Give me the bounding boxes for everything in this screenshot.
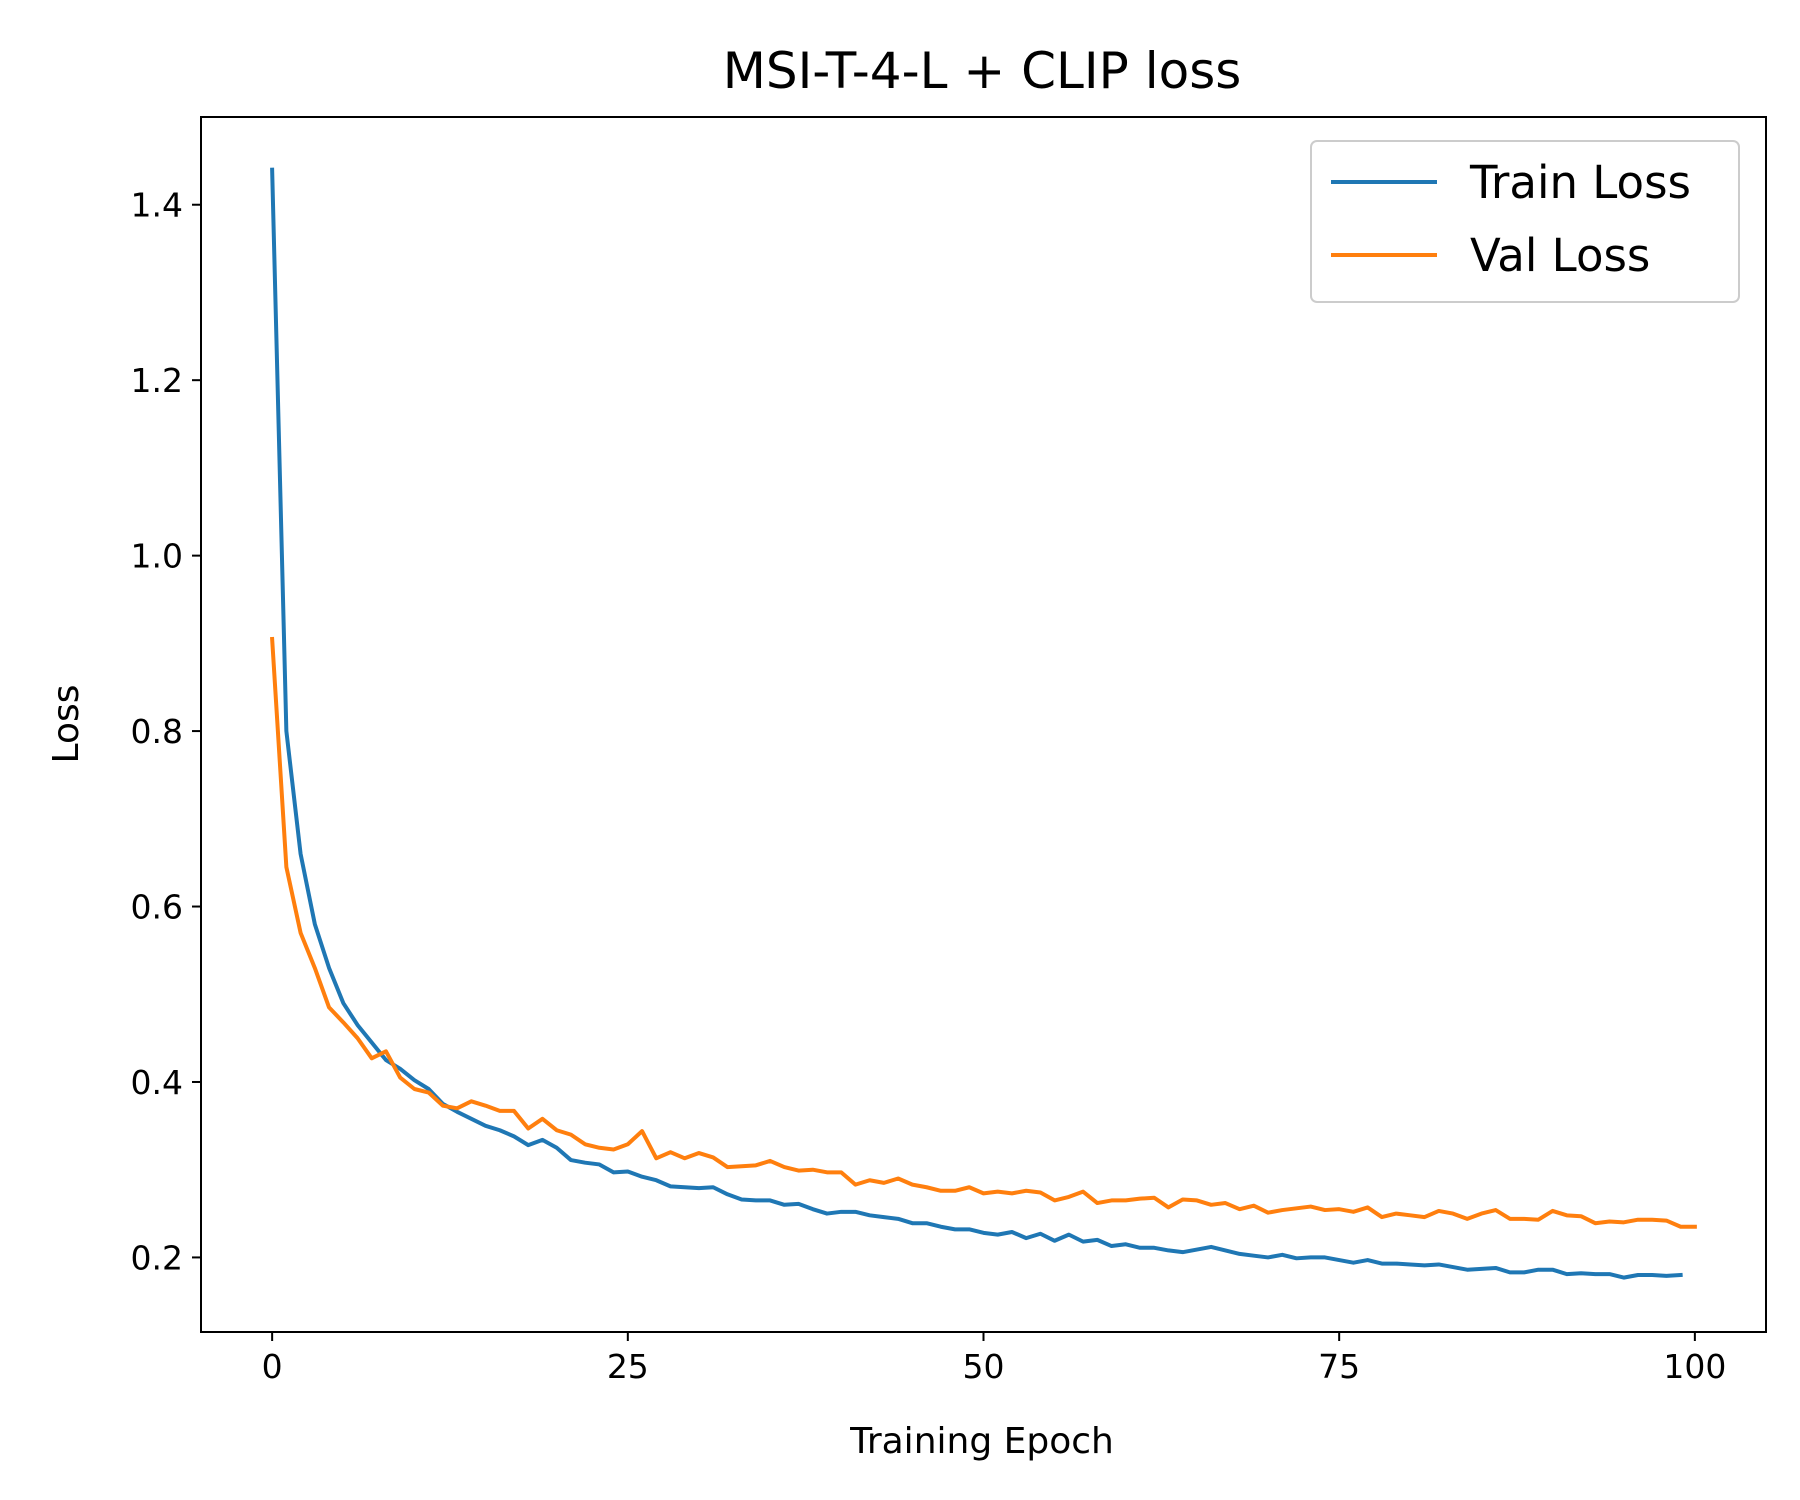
x-tick-label: 25 — [607, 1347, 649, 1386]
y-tick-label: 0.6 — [131, 888, 183, 927]
x-axis-ticks: 0 25 50 75 100 — [262, 1332, 1726, 1386]
chart-title: MSI-T-4-L + CLIP loss — [723, 42, 1242, 100]
x-axis-label: Training Epoch — [849, 1421, 1114, 1462]
x-tick-label: 75 — [1318, 1347, 1360, 1386]
plot-area: 0 25 50 75 100 0.2 0.4 0.6 0.8 1.0 1.2 1.4 — [131, 116, 1767, 1386]
x-tick-label: 0 — [262, 1347, 283, 1386]
legend: Train Loss Val Loss — [1310, 140, 1740, 303]
series-layer — [270, 167, 1697, 1280]
y-tick-label: 1.2 — [131, 361, 183, 400]
y-tick-label: 0.4 — [131, 1063, 183, 1102]
y-tick-label: 0.2 — [131, 1238, 183, 1277]
x-tick-label: 50 — [963, 1347, 1005, 1386]
y-axis-ticks: 0.2 0.4 0.6 0.8 1.0 1.2 1.4 — [131, 186, 201, 1277]
series-line-train-loss — [270, 167, 1683, 1280]
y-tick-label: 1.4 — [131, 186, 183, 225]
y-tick-label: 0.8 — [131, 712, 183, 751]
x-tick-label: 100 — [1663, 1347, 1726, 1386]
y-tick-label: 1.0 — [131, 537, 183, 576]
series-line-val-loss — [270, 636, 1697, 1229]
legend-label-val-loss: Val Loss — [1470, 229, 1650, 282]
y-axis-label: Loss — [46, 685, 87, 764]
legend-label-train-loss: Train Loss — [1469, 156, 1691, 209]
